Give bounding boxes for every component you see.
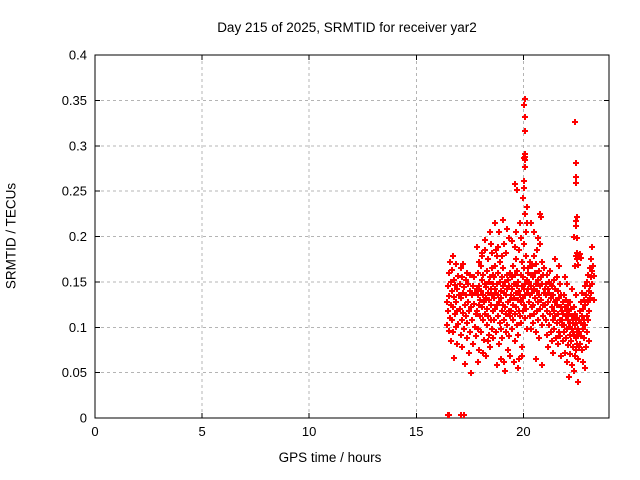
axis-frame-and-ticks (94, 54, 610, 419)
y-tick-label: 0.2 (69, 229, 87, 244)
y-tick-label: 0.1 (69, 320, 87, 335)
y-tick-label: 0.3 (69, 138, 87, 153)
x-tick-label: 0 (91, 424, 98, 439)
x-tick-label: 5 (198, 424, 205, 439)
y-tick-label: 0.15 (62, 274, 87, 289)
x-tick-label: 20 (516, 424, 530, 439)
chart-title: Day 215 of 2025, SRMTID for receiver yar… (217, 20, 477, 35)
y-tick-label: 0.4 (69, 48, 87, 63)
y-tick-label: 0 (80, 411, 87, 426)
data-points (443, 95, 598, 419)
x-tick-label: 10 (302, 424, 316, 439)
grid-lines (95, 55, 609, 418)
y-axis-label: SRMTID / TECUs (3, 182, 19, 290)
x-tick-label: 15 (409, 424, 423, 439)
y-tick-label: 0.25 (62, 184, 87, 199)
tick-labels: 0 5 10 15 20 0 0.05 0.1 0.15 0.2 0.25 0.3 0.35 0.4 (62, 48, 531, 440)
x-axis-label: GPS time / hours (278, 450, 382, 465)
plot-frame (94, 54, 610, 419)
y-tick-label: 0.35 (62, 93, 87, 108)
y-tick-label: 0.05 (62, 365, 87, 380)
